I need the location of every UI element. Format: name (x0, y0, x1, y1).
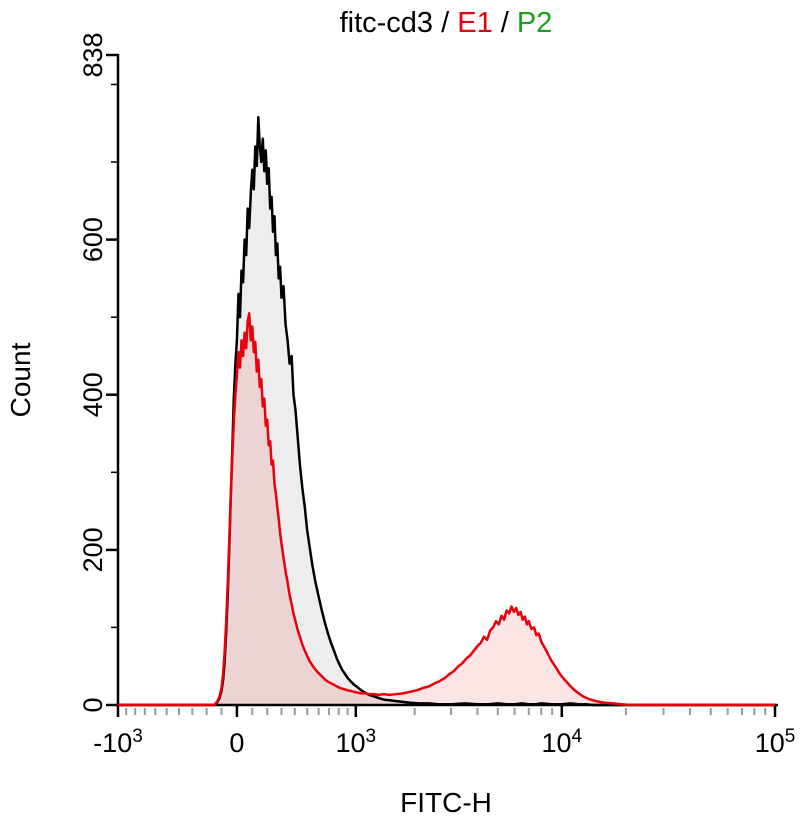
y-tick-label: 0 (78, 697, 108, 712)
title-segment: fitc-cd3 (340, 7, 433, 39)
black-histogram-curve (118, 115, 775, 707)
y-tick-label: 838 (78, 32, 108, 77)
y-tick-label: 200 (78, 527, 108, 572)
y-axis-label: Count (5, 342, 36, 417)
y-tick-label: 400 (78, 372, 108, 417)
black-histogram-fill (118, 117, 775, 706)
title-segment: / (493, 7, 517, 39)
x-axis-label: FITC-H (400, 787, 492, 818)
y-tick-label: 600 (78, 217, 108, 262)
red-histogram-fill (118, 313, 775, 705)
title-segment: P2 (517, 7, 552, 39)
chart-title: fitc-cd3 / E1 / P2 (340, 7, 553, 39)
x-tick-label: 0 (229, 728, 244, 758)
red-histogram-curve (118, 312, 775, 707)
title-segment: E1 (457, 7, 492, 39)
title-segment: / (433, 7, 457, 39)
